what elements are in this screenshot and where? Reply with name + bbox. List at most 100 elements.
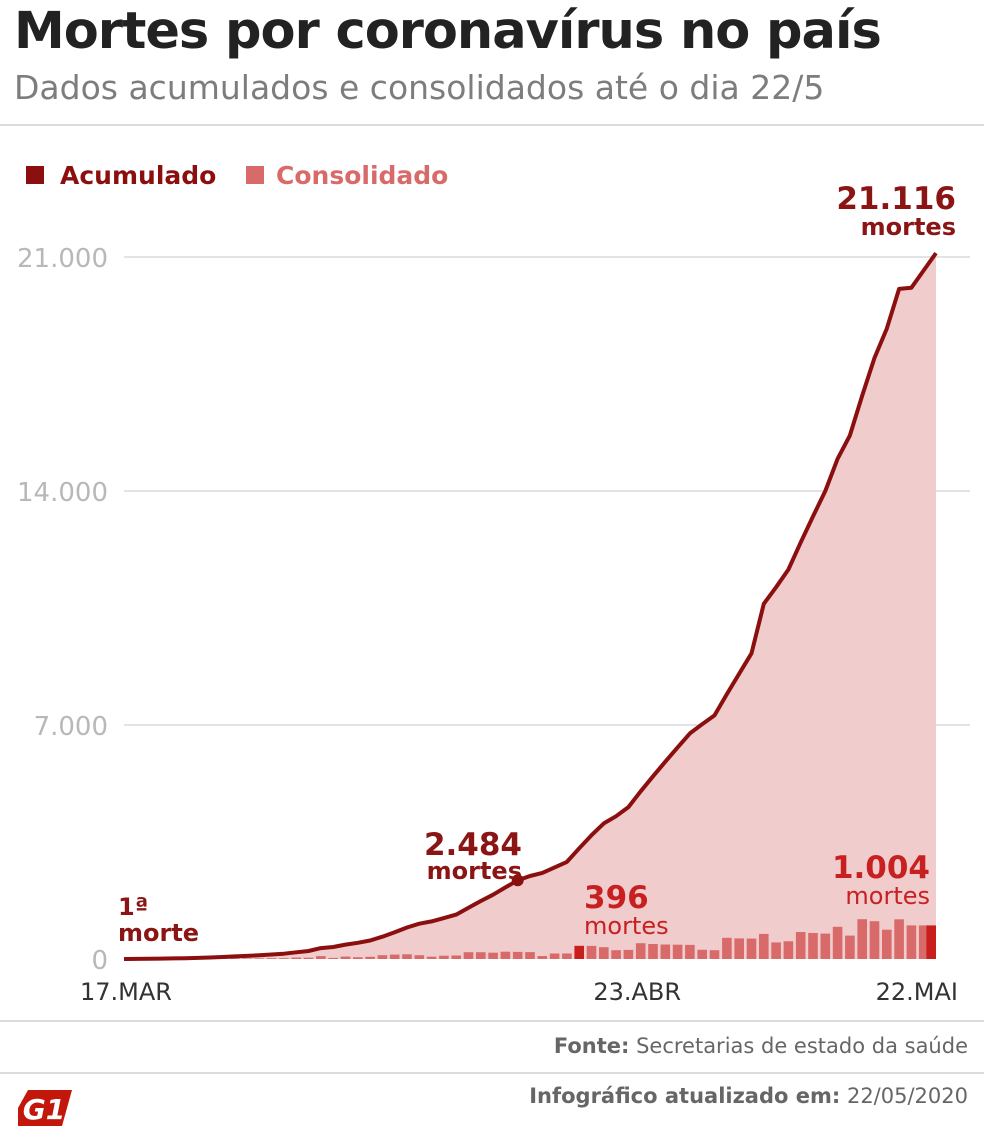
consolidated-bar [451,955,461,959]
consolidated-bar [820,933,831,959]
y-tick-label: 0 [91,946,108,976]
chart-subtitle: Dados acumulados e consolidados até o di… [14,68,825,107]
consolidated-bar [709,950,720,959]
legend-swatch-acumulado [26,166,44,184]
consolidated-bar [426,956,437,959]
g1-logo-text: G1 [23,1093,65,1126]
consolidated-bar [316,956,326,959]
consolidated-bar [918,925,929,959]
consolidated-bar [439,955,449,959]
annotation-peak-unit: mortes [861,213,956,241]
consolidated-bar [402,954,412,959]
consolidated-bar [549,953,560,959]
consolidated-bar [586,945,597,959]
annotation-2484: 2.484 mortes [424,827,522,885]
chart-title: Mortes por coronavírus no país [14,2,882,61]
annotation-peak: 21.116 mortes [836,181,956,241]
consolidated-bar [599,947,609,959]
y-tick-label: 21.000 [17,244,108,274]
x-tick-label: 23.ABR [593,978,681,1006]
consolidated-bar [389,954,400,959]
consolidated-bar [365,956,375,959]
consolidated-bar [648,944,658,959]
consolidated-bar [414,955,425,959]
consolidated-bar [500,951,511,959]
consolidated-bar [635,943,646,959]
annotation-396-value: 396 [584,880,649,916]
consolidated-bar [242,958,252,959]
consolidated-bar [562,953,572,959]
x-axis: 17.MAR 23.ABR 22.MAI [80,978,958,1006]
consolidated-bar [303,957,314,959]
updated-note: Infográfico atualizado em: 22/05/2020 [529,1084,968,1108]
y-tick-label: 7.000 [34,712,108,742]
consolidated-bar [328,957,338,959]
consolidated-bar [476,952,486,959]
legend-label-consolidado: Consolidado [276,161,448,190]
source-note: Fonte: Secretarias de estado da saúde [554,1034,968,1058]
consolidated-bar [869,921,880,959]
accumulated-area [124,253,936,960]
accumulated-line [123,251,938,961]
source-label: Fonte: [553,1034,630,1058]
annotation-396-unit: mortes [584,912,669,940]
x-tick-label: 17.MAR [80,978,172,1006]
x-tick-label: 22.MAI [876,978,958,1006]
annotation-first-value: 1ª [118,893,148,921]
consolidated-bar [795,932,806,959]
consolidated-bar [882,929,892,959]
annotation-first-death: 1ª morte [118,893,199,947]
marker-2484 [511,874,524,887]
annotation-peak-value: 21.116 [836,181,956,217]
consolidated-bar [611,950,621,959]
updated-date: 22/05/2020 [840,1084,968,1108]
legend: Acumulado Consolidado [26,161,448,190]
consolidated-bar [537,956,548,959]
source-text: Secretarias de estado da saúde [629,1034,968,1058]
consolidated-bar [771,942,781,959]
consolidated-bar [734,938,744,959]
consolidated-bar [845,935,855,959]
consolidated-bar [488,952,498,959]
consolidated-bar [722,937,732,959]
consolidated-bar [906,925,917,959]
consolidated-bar [254,958,265,959]
consolidated-bar [463,952,474,959]
consolidated-bar [525,952,535,959]
consolidated-bar [623,949,634,959]
annotation-1004-value: 1.004 [832,850,930,886]
annotation-1004-unit: mortes [845,882,930,910]
consolidated-bar [353,957,363,959]
consolidated-bar [808,933,818,959]
consolidated-bar [746,938,757,959]
g1-logo-icon: G1 [18,1090,72,1126]
consolidated-bar [340,956,351,959]
consolidated-bar [279,958,289,959]
consolidated-bar [894,919,904,959]
y-tick-label: 14.000 [17,478,108,508]
annotation-2484-value: 2.484 [424,827,522,863]
footer-divider-top [0,1020,984,1022]
footer-divider-bottom [0,1072,984,1074]
legend-label-acumulado: Acumulado [60,161,216,190]
updated-label: Infográfico atualizado em: [529,1084,841,1108]
consolidated-bar [672,944,683,959]
consolidated-bar [512,951,523,959]
annotation-396: 396 mortes [584,880,669,940]
consolidated-bar [660,944,671,959]
consolidated-bar [697,949,707,959]
legend-swatch-consolidado [246,166,264,184]
annotation-2484-unit: mortes [427,857,522,885]
consolidated-bar [783,941,794,959]
annotation-first-unit: morte [118,919,199,947]
chart-canvas: Acumulado Consolidado 21.000 14.000 7.000 0… [17,161,970,1006]
consolidated-bar [266,958,277,959]
consolidated-bar [377,955,388,959]
consolidated-bar [926,925,936,959]
annotation-1004: 1.004 mortes [832,850,930,910]
y-axis: 21.000 14.000 7.000 0 [17,244,108,976]
consolidated-bar [291,957,301,959]
consolidated-bars [131,919,936,959]
consolidated-bar [759,933,769,959]
consolidated-bar [574,945,584,959]
